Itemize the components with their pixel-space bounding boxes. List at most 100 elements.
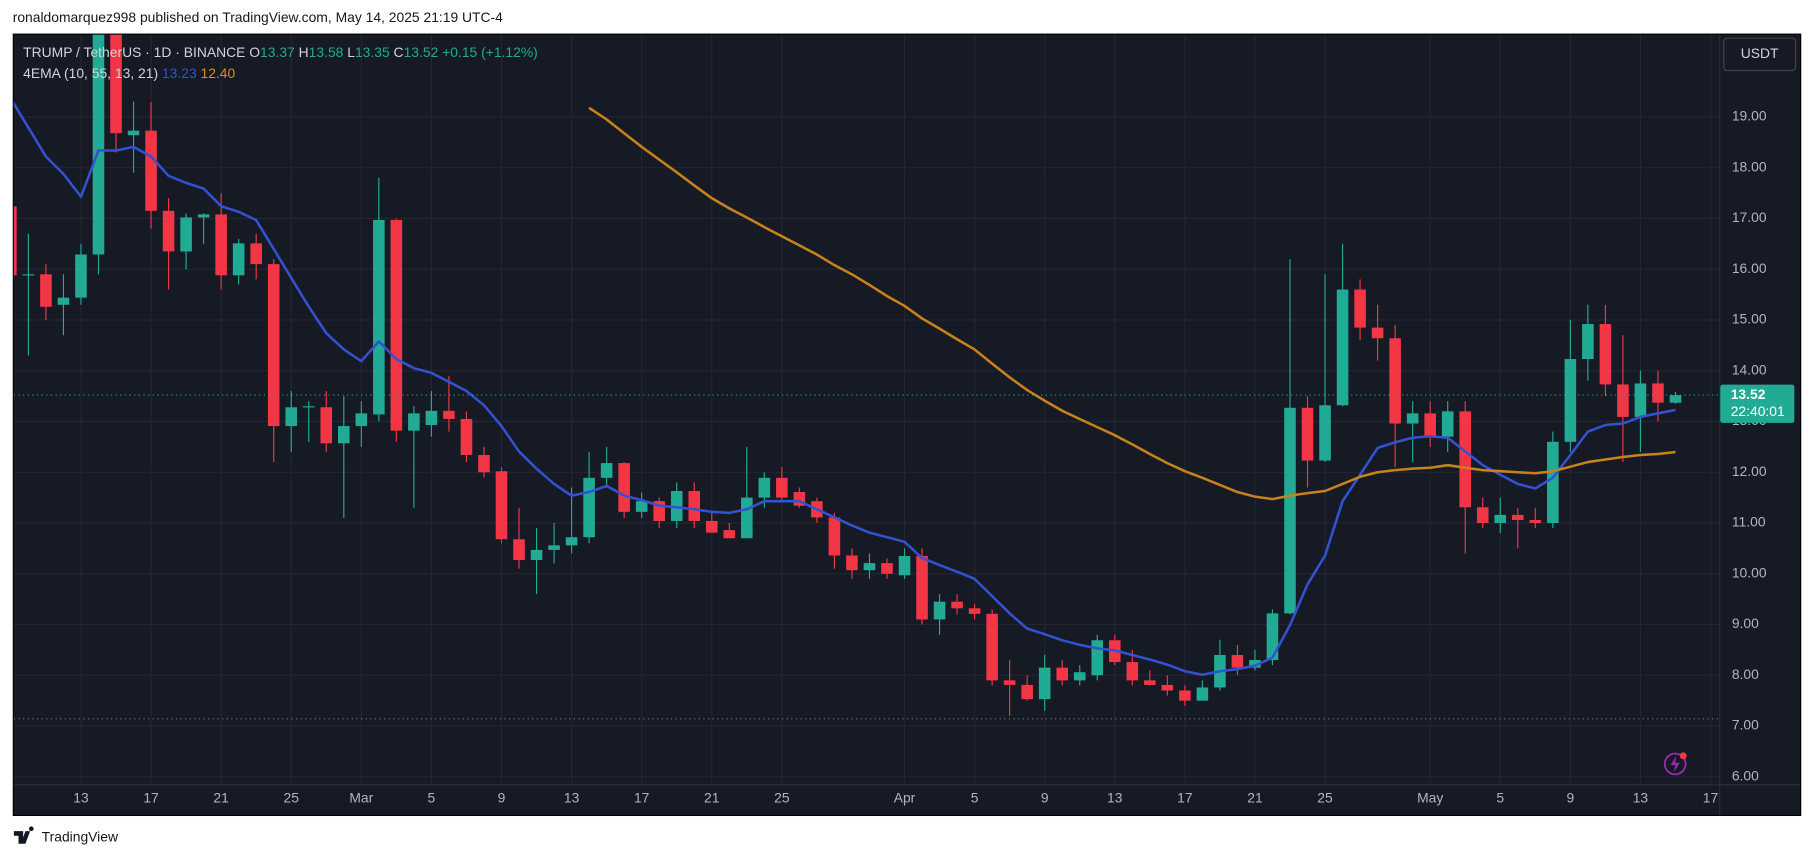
candle-body: [40, 274, 52, 307]
candle-body: [1144, 680, 1156, 685]
candle-body: [881, 563, 893, 574]
candle-body: [425, 410, 438, 426]
x-tick-label: May: [1417, 789, 1443, 805]
candle-body: [75, 254, 87, 298]
candle-body: [828, 517, 841, 556]
x-tick-label: 25: [284, 789, 300, 805]
candle-body: [267, 264, 280, 427]
footer-logo[interactable]: TradingView: [13, 826, 119, 845]
y-tick-label: 11.00: [1732, 514, 1766, 530]
candle-body: [1073, 672, 1086, 681]
indicator-value: 13.23: [162, 65, 197, 81]
currency-label: USDT: [1741, 45, 1779, 61]
ohlc-label: L: [347, 44, 355, 60]
candle-body: [548, 545, 560, 550]
candle-body: [513, 539, 525, 561]
candle-body: [1319, 405, 1331, 461]
x-tick-label: 17: [143, 789, 159, 805]
indicator-value: 12.40: [201, 65, 236, 81]
x-tick-label: 5: [971, 789, 979, 805]
candle-body: [232, 243, 245, 276]
candle-body: [1494, 514, 1507, 524]
countdown-label: 22:40:01: [1731, 403, 1785, 419]
alert-bolt: [1670, 755, 1680, 773]
candle-body: [688, 491, 701, 521]
candle-body: [1003, 680, 1016, 685]
x-tick-label: 21: [704, 789, 720, 805]
candle-body: [250, 243, 262, 265]
candle-body: [1599, 324, 1612, 385]
x-tick-label: 13: [1633, 789, 1649, 805]
x-tick-label: 13: [73, 789, 89, 805]
candle-body: [1021, 684, 1033, 700]
candle-body: [478, 454, 490, 473]
x-tick-label: 13: [1107, 789, 1123, 805]
candle-body: [723, 530, 736, 539]
ohlc-label: O: [249, 44, 260, 60]
candle-body: [1231, 654, 1244, 668]
ema-line: [588, 106, 1676, 501]
candle-body: [390, 219, 403, 431]
candle-body: [1564, 359, 1577, 442]
indicator-name: 4EMA (10, 55, 13, 21): [23, 65, 158, 81]
x-tick-label: Mar: [349, 789, 373, 805]
ema-layer: [13, 101, 1676, 677]
candle-body: [653, 501, 665, 521]
x-tick-label: 9: [1566, 789, 1574, 805]
symbol: TRUMP / TetherUS · 1D · BINANCE: [23, 44, 245, 60]
alert-icon[interactable]: [1663, 752, 1687, 776]
ohlc-label: C: [394, 44, 404, 60]
publisher-line: ronaldomarquez998 published on TradingVi…: [13, 9, 503, 25]
candle-body: [951, 601, 963, 609]
candle-body: [1582, 324, 1594, 360]
x-tick-label: 5: [428, 789, 436, 805]
logo-mark: [13, 826, 34, 844]
candle-body: [373, 219, 385, 415]
candle-body: [1476, 507, 1489, 524]
axis-layer: 6.007.008.009.0010.0011.0012.0013.0014.0…: [13, 108, 1795, 805]
candle-body: [1529, 519, 1542, 524]
y-tick-label: 8.00: [1732, 666, 1759, 682]
candle-body: [92, 34, 105, 255]
candle-body: [1634, 383, 1647, 417]
x-tick-label: 9: [498, 789, 506, 805]
candle-body: [1091, 640, 1104, 676]
y-tick-label: 7.00: [1732, 717, 1759, 733]
candle-body: [1424, 413, 1436, 437]
candle-body: [916, 555, 928, 620]
candle-body: [1669, 395, 1682, 403]
x-tick-label: 25: [774, 789, 790, 805]
x-tick-label: 17: [1177, 789, 1193, 805]
candle-body: [741, 497, 753, 539]
candle-body: [1056, 667, 1068, 681]
candle-body: [338, 426, 350, 444]
x-tick-label: 13: [564, 789, 580, 805]
candle-body: [57, 297, 70, 305]
candle-body: [162, 210, 175, 252]
logo-text: TradingView: [42, 829, 119, 845]
x-tick-label: 21: [213, 789, 229, 805]
y-tick-label: 17.00: [1732, 209, 1767, 225]
candle-body: [1161, 684, 1174, 691]
candle-body: [1652, 383, 1664, 403]
candle-body: [530, 549, 543, 561]
last-price-badge: [1720, 384, 1795, 423]
candle-body: [1617, 384, 1629, 417]
alert-circle: [1663, 752, 1687, 776]
legend-symbol-line: TRUMP / TetherUS · 1D · BINANCE O13.37 H…: [23, 44, 538, 60]
candle-body: [22, 274, 35, 276]
candle-body: [1266, 613, 1279, 661]
currency-box[interactable]: [1723, 37, 1797, 72]
x-tick-label: 25: [1317, 789, 1333, 805]
y-tick-label: 14.00: [1732, 361, 1767, 377]
candle-body: [460, 418, 473, 455]
y-tick-label: 15.00: [1732, 311, 1767, 327]
candle-body: [180, 217, 192, 252]
x-tick-label: 9: [1041, 789, 1049, 805]
candle-body: [110, 34, 122, 134]
candle-body: [1512, 514, 1524, 520]
change: +0.15 (+1.12%): [442, 44, 538, 60]
candle-body: [1406, 413, 1419, 424]
ohlc-label: H: [299, 44, 309, 60]
